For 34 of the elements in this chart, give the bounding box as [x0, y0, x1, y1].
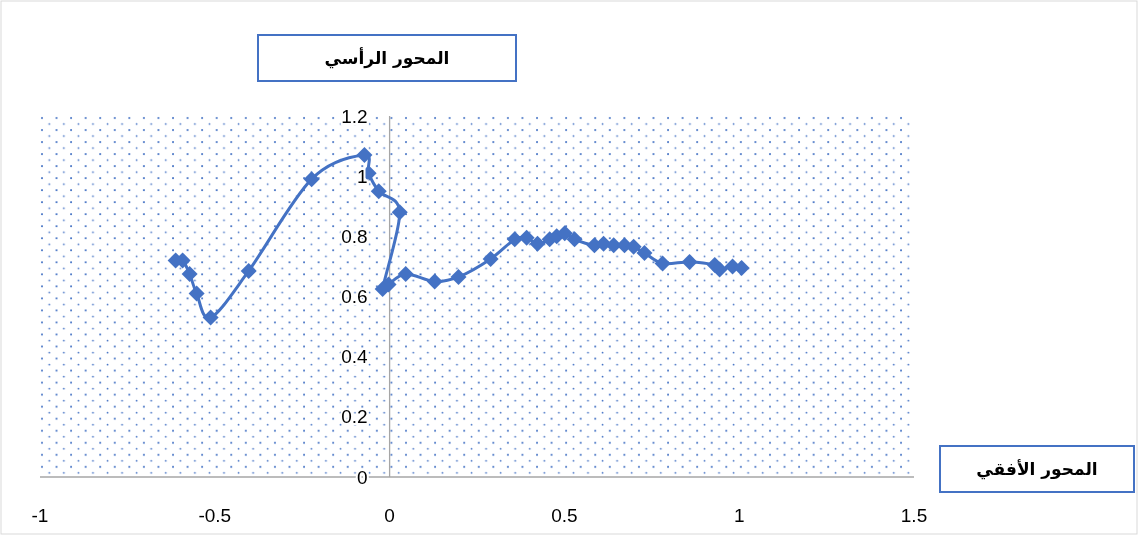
point [188, 285, 205, 302]
point [391, 204, 408, 221]
y-tick-label: 1.2 [341, 105, 368, 127]
point [681, 253, 698, 270]
point [202, 309, 219, 326]
point [397, 265, 414, 282]
point [482, 250, 499, 267]
point [426, 273, 443, 290]
point [356, 147, 373, 164]
x-axis-title: المحور الأفقي [976, 459, 1098, 480]
point [240, 262, 257, 279]
point [654, 255, 671, 272]
y-axis-title: المحور الرأسي [324, 47, 450, 69]
x-tick-label: -1 [31, 505, 49, 526]
y-tick-label: 0.4 [341, 346, 369, 368]
x-tick-label: 1.5 [900, 505, 928, 526]
point [518, 229, 535, 246]
y-tick-label: 0.8 [341, 225, 368, 247]
x-tick-label: -0.5 [198, 505, 232, 526]
y-tick-label: 0.6 [341, 286, 368, 307]
x-tick-label: 1 [733, 505, 745, 526]
point [181, 265, 198, 282]
point [506, 231, 523, 248]
point [566, 231, 583, 248]
point [303, 171, 320, 188]
x-tick-label: 0.5 [551, 505, 578, 526]
x-tick-label: 0 [384, 505, 395, 526]
point [370, 183, 387, 200]
y-tick-label: 0.2 [341, 406, 368, 428]
point [636, 244, 653, 261]
point [529, 235, 546, 252]
y-tick-label: 0 [357, 466, 368, 488]
point [450, 268, 467, 285]
point [711, 261, 728, 278]
